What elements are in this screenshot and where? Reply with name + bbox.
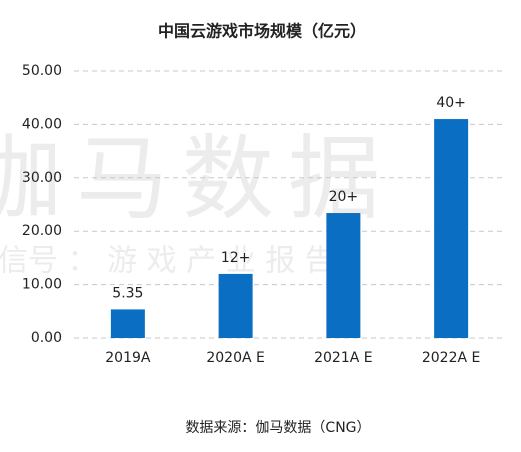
x-tick-label: 2020A E: [206, 350, 265, 366]
value-label: 12+: [221, 250, 251, 266]
bar: [434, 119, 469, 338]
y-tick-label: 0.00: [31, 330, 62, 346]
y-tick-label: 30.00: [22, 170, 62, 186]
y-tick-label: 10.00: [22, 277, 62, 293]
x-tick-label: 2022A E: [422, 350, 481, 366]
source: 数据来源：伽马数据（CNG）: [185, 420, 370, 436]
y-tick-label: 40.00: [22, 116, 62, 132]
y-tick-label: 20.00: [22, 223, 62, 239]
value-label: 5.35: [112, 285, 143, 301]
bar: [110, 309, 145, 338]
x-tick-label: 2021A E: [314, 350, 373, 366]
x-tick-label: 2019A: [105, 350, 151, 366]
value-label: 20+: [329, 189, 359, 205]
value-label: 40+: [436, 95, 466, 111]
bar: [218, 273, 253, 338]
watermark-sub: 信号 ： 游 戏 产 业 报 告: [0, 244, 335, 279]
watermark: 伽马数据: [0, 125, 394, 232]
chart-title: 中国云游戏市场规模（亿元）: [158, 22, 366, 41]
y-tick-label: 50.00: [22, 63, 62, 79]
bar: [326, 213, 361, 338]
